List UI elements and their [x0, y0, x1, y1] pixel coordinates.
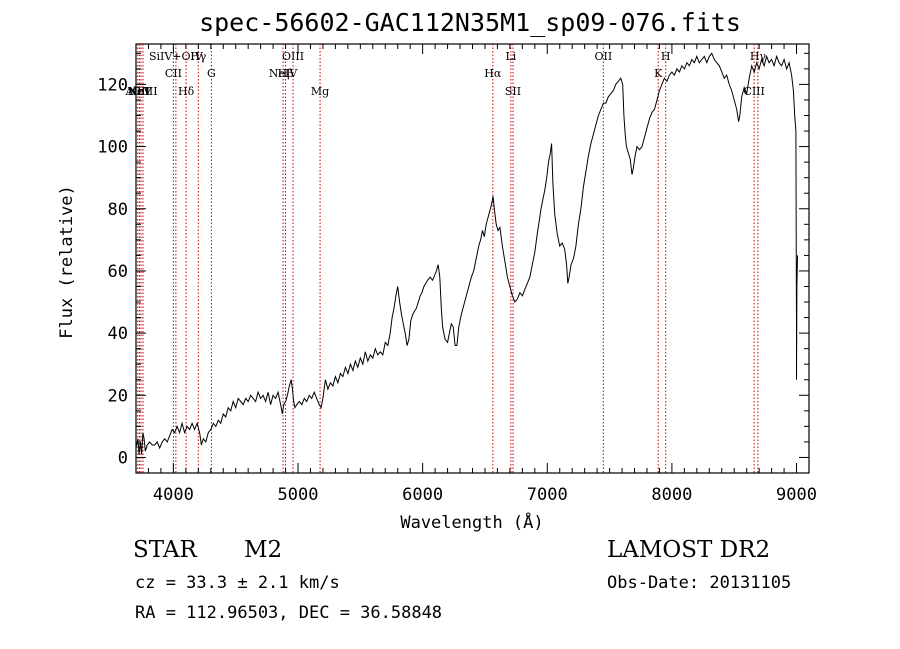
y-tick-label: 100 — [97, 138, 128, 158]
line-marker-label: Li — [505, 50, 516, 63]
x-axis-label: Wavelength (Å) — [400, 511, 543, 533]
line-marker-label: Mg — [311, 85, 329, 98]
x-tick-labels: 4000 5000 6000 7000 8000 9000 — [153, 485, 817, 505]
line-marker-label: OIII — [282, 50, 304, 63]
line-marker-label: G — [207, 67, 216, 80]
line-marker-label: H — [661, 50, 671, 63]
axis-ticks — [135, 44, 810, 473]
line-marker-label: NeIII — [128, 85, 157, 98]
object-class: STAR — [133, 537, 197, 563]
y-tick-label: 80 — [108, 200, 128, 220]
x-tick-label: 7000 — [527, 485, 568, 505]
line-marker-label: AlIII — [124, 85, 150, 98]
y-tick-label: 120 — [97, 75, 128, 95]
line-marker-label: NeV — [127, 85, 152, 98]
line-marker-label: K — [654, 67, 663, 80]
line-marker-label: Hγ — [750, 50, 767, 63]
line-marker-label: CIII — [743, 85, 764, 98]
line-marker-label: OII — [595, 50, 613, 63]
line-markers: AlIIINeVOIINeIIISiIV+OIVCIIHδHγGOIIINeIV… — [124, 44, 766, 473]
y-tick-label: 60 — [108, 262, 128, 282]
y-axis-label: Flux (relative) — [57, 185, 77, 339]
line-marker-label: NeIV — [269, 67, 298, 80]
sky-coordinates: RA = 112.96503, DEC = 36.58848 — [135, 603, 443, 623]
x-tick-label: 6000 — [402, 485, 443, 505]
line-marker-label: SII — [505, 85, 521, 98]
chart-title: spec-56602-GAC112N35M1_sp09-076.fits — [199, 8, 741, 37]
line-marker-label: Hα — [484, 67, 502, 80]
line-marker-label: Hβ — [278, 67, 294, 80]
observation-date: Obs-Date: 20131105 — [607, 573, 792, 593]
x-tick-label: 4000 — [153, 485, 194, 505]
y-tick-labels: 0 20 40 60 80 100 120 — [97, 75, 128, 468]
y-tick-label: 0 — [118, 448, 128, 468]
y-tick-label: 20 — [108, 386, 128, 406]
redshift-velocity: cz = 33.3 ± 2.1 km/s — [135, 573, 340, 593]
x-tick-label: 9000 — [776, 485, 817, 505]
line-marker-label: SiIV+OIV — [149, 50, 204, 63]
survey-name: LAMOST DR2 — [607, 537, 771, 563]
line-marker-label: OII — [132, 85, 150, 98]
line-marker-label: CII — [165, 67, 182, 80]
y-tick-label: 40 — [108, 324, 128, 344]
object-subclass: M2 — [244, 537, 283, 563]
line-marker-label: Hδ — [178, 85, 195, 98]
plot-frame — [135, 43, 810, 474]
line-marker-label: Hγ — [190, 50, 207, 63]
spectrum-line — [135, 52, 798, 455]
x-tick-label: 8000 — [651, 485, 692, 505]
x-tick-label: 5000 — [278, 485, 319, 505]
